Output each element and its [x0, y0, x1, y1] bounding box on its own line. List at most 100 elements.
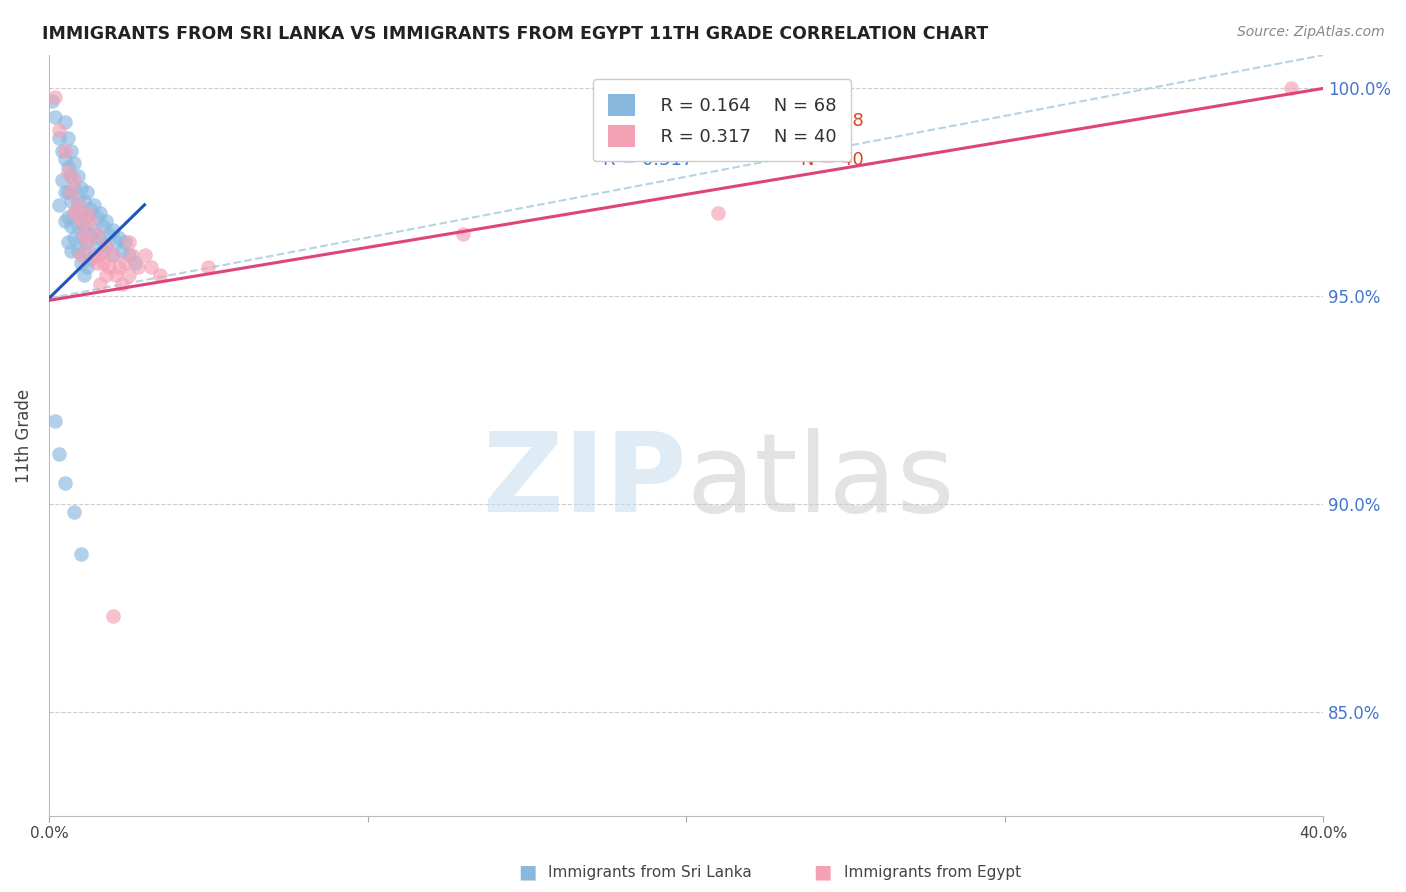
Text: atlas: atlas	[686, 427, 955, 534]
Point	[63, 231, 86, 245]
Point	[66, 219, 89, 233]
Point	[73, 194, 96, 208]
Point	[66, 194, 89, 208]
Text: ■: ■	[517, 863, 537, 882]
Point	[56, 235, 79, 250]
Point	[69, 206, 91, 220]
Point	[79, 227, 101, 241]
Text: R = 0.164: R = 0.164	[603, 112, 693, 130]
Point	[53, 114, 76, 128]
Point	[73, 244, 96, 258]
Point	[91, 256, 114, 270]
Point	[69, 256, 91, 270]
Point	[96, 214, 118, 228]
Point	[56, 164, 79, 178]
Point	[108, 231, 131, 245]
Point	[53, 144, 76, 158]
Point	[76, 206, 98, 220]
Point	[96, 268, 118, 283]
Point	[73, 268, 96, 283]
Point	[44, 111, 66, 125]
Point	[73, 227, 96, 241]
Text: N = 68: N = 68	[801, 112, 863, 130]
Point	[76, 186, 98, 200]
Text: IMMIGRANTS FROM SRI LANKA VS IMMIGRANTS FROM EGYPT 11TH GRADE CORRELATION CHART: IMMIGRANTS FROM SRI LANKA VS IMMIGRANTS …	[42, 25, 988, 43]
Point	[69, 547, 91, 561]
Point	[73, 219, 96, 233]
Point	[69, 214, 91, 228]
Point	[83, 248, 105, 262]
Point	[76, 235, 98, 250]
Point	[48, 131, 70, 145]
Point	[101, 248, 124, 262]
Point	[114, 235, 136, 250]
Point	[63, 156, 86, 170]
Text: Immigrants from Sri Lanka: Immigrants from Sri Lanka	[548, 865, 752, 880]
Point	[1279, 81, 1302, 95]
Point	[60, 194, 83, 208]
Point	[117, 268, 139, 283]
Point	[114, 256, 136, 270]
Point	[60, 244, 83, 258]
Point	[86, 256, 108, 270]
Point	[48, 123, 70, 137]
Text: Immigrants from Egypt: Immigrants from Egypt	[844, 865, 1021, 880]
Point	[53, 186, 76, 200]
Point	[63, 206, 86, 220]
Point	[79, 252, 101, 266]
Y-axis label: 11th Grade: 11th Grade	[15, 388, 32, 483]
Point	[101, 609, 124, 624]
Point	[98, 227, 121, 241]
Point	[63, 505, 86, 519]
Point	[101, 223, 124, 237]
Point	[41, 94, 63, 108]
Point	[89, 277, 111, 291]
Point	[69, 231, 91, 245]
Point	[108, 260, 131, 275]
Point	[707, 206, 730, 220]
Point	[101, 248, 124, 262]
Point	[117, 248, 139, 262]
Point	[197, 260, 219, 275]
Point	[63, 173, 86, 187]
Point	[96, 239, 118, 253]
Point	[69, 248, 91, 262]
Point	[66, 198, 89, 212]
Point	[104, 235, 127, 250]
Point	[56, 211, 79, 225]
Point	[60, 144, 83, 158]
Text: Source: ZipAtlas.com: Source: ZipAtlas.com	[1237, 25, 1385, 39]
Point	[149, 268, 172, 283]
Point	[56, 131, 79, 145]
Point	[76, 260, 98, 275]
Point	[51, 173, 73, 187]
Point	[86, 235, 108, 250]
Point	[76, 211, 98, 225]
Point	[48, 198, 70, 212]
Point	[44, 414, 66, 428]
Point	[89, 231, 111, 245]
Point	[66, 244, 89, 258]
Point	[83, 198, 105, 212]
Point	[91, 219, 114, 233]
Point	[86, 211, 108, 225]
Point	[111, 244, 134, 258]
Text: N = 40: N = 40	[801, 152, 863, 169]
Point	[86, 227, 108, 241]
Point	[63, 181, 86, 195]
Point	[117, 235, 139, 250]
Point	[89, 248, 111, 262]
Point	[98, 260, 121, 275]
Point	[124, 256, 146, 270]
Text: R = 0.317: R = 0.317	[603, 152, 693, 169]
Point	[60, 219, 83, 233]
Point	[60, 169, 83, 183]
Point	[53, 476, 76, 491]
Point	[91, 244, 114, 258]
Point	[96, 239, 118, 253]
Point	[89, 206, 111, 220]
Point	[79, 214, 101, 228]
Point	[44, 89, 66, 103]
Point	[56, 186, 79, 200]
Point	[104, 268, 127, 283]
